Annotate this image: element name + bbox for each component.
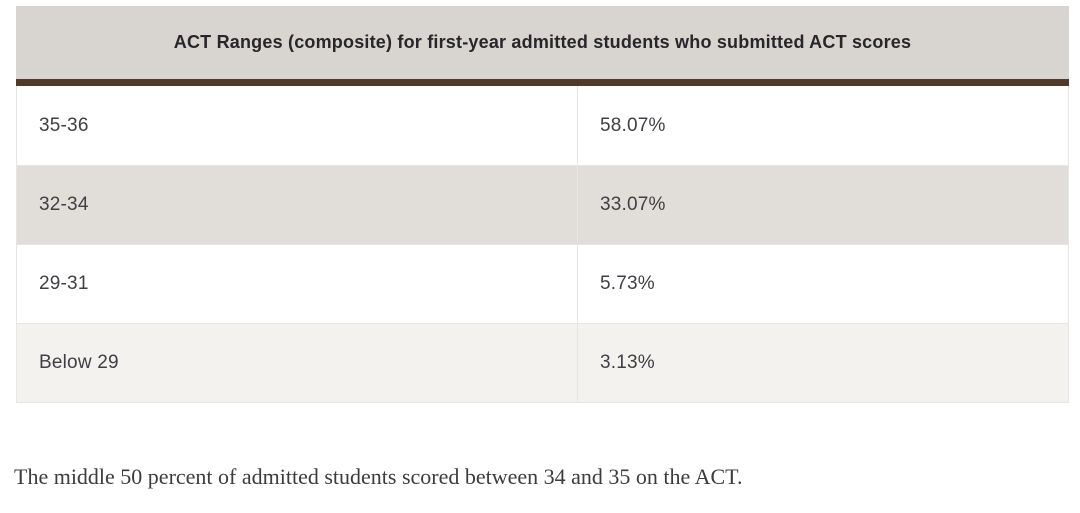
middle-50-note: The middle 50 percent of admitted studen…	[14, 464, 743, 489]
percent-cell: 3.13%	[600, 352, 655, 373]
table-body: 35-36 58.07% 32-34 33.07% 29-31 5.73% Be…	[16, 86, 1069, 403]
table-row: 32-34 33.07%	[17, 165, 1068, 244]
act-ranges-table: ACT Ranges (composite) for first-year ad…	[16, 6, 1069, 403]
percent-cell: 33.07%	[600, 194, 666, 215]
act-range-cell: 32-34	[17, 166, 578, 244]
act-range-cell: 35-36	[17, 86, 578, 165]
percent-cell: 5.73%	[600, 273, 655, 294]
table-row: Below 29 3.13%	[17, 323, 1068, 402]
act-range-cell: Below 29	[17, 324, 578, 402]
act-range-cell: 29-31	[17, 245, 578, 323]
table-row: 35-36 58.07%	[17, 86, 1068, 165]
table-header: ACT Ranges (composite) for first-year ad…	[16, 6, 1069, 86]
table-title: ACT Ranges (composite) for first-year ad…	[173, 32, 912, 52]
percent-cell: 58.07%	[600, 114, 666, 136]
table-row: 29-31 5.73%	[17, 244, 1068, 323]
